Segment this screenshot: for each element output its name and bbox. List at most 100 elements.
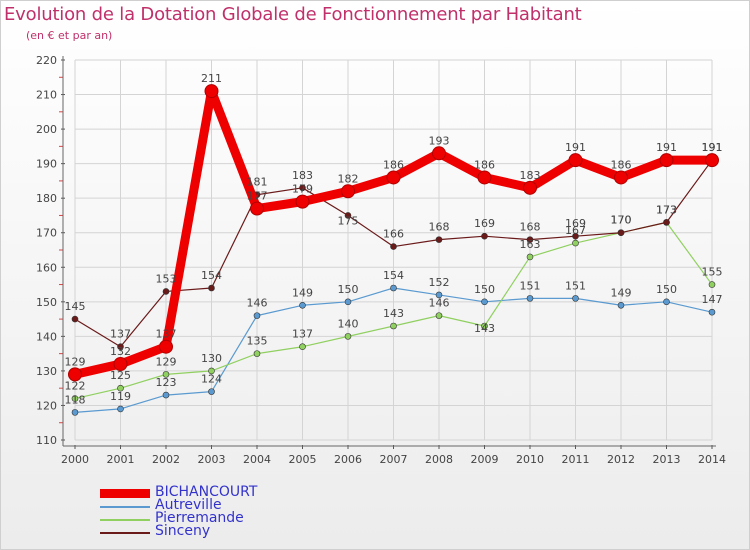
data-label-bichancourt: 191 [702,141,723,154]
data-point-bichancourt [705,153,719,168]
data-point-pierremande [117,384,124,392]
data-point-autreville [390,284,397,292]
chart-subtitle: (en € et par an) [26,29,113,42]
chart-title: Evolution de la Dotation Globale de Fonc… [4,4,582,25]
data-label-pierremande: 167 [565,224,586,237]
data-point-sinceny [435,236,443,243]
data-label-pierremande: 143 [474,322,495,335]
x-tick-label: 2005 [289,453,317,466]
data-label-pierremande: 122 [65,380,86,393]
y-tick-label: 110 [36,434,57,447]
data-point-autreville [435,291,443,299]
data-label-pierremande: 163 [520,238,541,251]
data-label-sinceny: 168 [520,221,541,234]
data-point-pierremande [572,239,579,247]
data-label-bichancourt: 177 [247,190,268,203]
x-tick-label: 2002 [152,453,180,466]
data-label-sinceny: 169 [474,217,495,230]
data-point-bichancourt [432,146,446,161]
data-point-sinceny [299,184,306,192]
data-point-bichancourt [386,170,401,185]
data-point-pierremande [71,395,79,402]
legend-swatch [100,532,150,534]
data-point-pierremande [162,371,170,378]
data-label-pierremande: 135 [247,335,268,348]
data-point-sinceny [572,232,579,240]
data-point-sinceny [344,212,352,219]
data-point-sinceny [481,232,488,240]
y-tick-label: 120 [36,399,57,412]
y-tick-label: 200 [36,123,57,136]
data-label-autreville: 119 [110,390,131,403]
x-tick-label: 2006 [334,453,362,466]
data-labels: 129 132 137 211 177 179 182 186 193 186 183 191 186 1… [65,72,723,406]
data-label-sinceny: 183 [292,169,313,182]
data-point-pierremande [344,333,352,340]
data-label-pierremande: 140 [338,317,359,330]
data-label-bichancourt: 137 [156,328,177,341]
data-point-autreville [253,312,261,319]
data-point-sinceny [617,229,625,237]
data-label-autreville: 154 [383,269,404,282]
x-tick-label: 2012 [607,453,635,466]
data-label-bichancourt: 132 [110,345,131,358]
data-label-pierremande: 125 [110,369,131,382]
data-point-pierremande [208,367,215,375]
data-point-sinceny [71,315,79,323]
x-tick-label: 2011 [562,453,590,466]
data-label-autreville: 146 [247,297,268,310]
data-label-pierremande: 173 [656,203,677,216]
data-point-bichancourt [659,153,674,168]
data-label-bichancourt: 183 [520,169,541,182]
data-point-bichancourt [614,170,628,185]
data-point-bichancourt [477,170,492,185]
data-label-sinceny: 153 [156,272,177,285]
x-tick-label: 2008 [425,453,453,466]
legend-swatch [100,519,150,521]
data-point-pierremande [390,322,397,330]
data-label-pierremande: 155 [702,266,723,279]
data-label-autreville: 150 [474,283,495,296]
data-label-pierremande: 170 [611,214,632,227]
data-point-autreville [617,301,625,309]
data-label-bichancourt: 179 [292,183,313,196]
x-tick-label: 2010 [516,453,544,466]
y-tick-label: 170 [36,227,57,240]
data-label-pierremande: 146 [429,297,450,310]
data-point-pierremande [481,322,488,330]
data-point-sinceny [663,219,670,226]
data-point-autreville [663,298,670,306]
legend-label: Sinceny [155,523,211,539]
data-label-sinceny: 170 [611,214,632,227]
y-tick-label: 150 [36,296,57,309]
data-point-bichancourt [204,84,219,99]
data-label-autreville: 151 [565,279,586,292]
data-point-pierremande [526,253,534,261]
x-tick-label: 2007 [380,453,408,466]
data-point-pierremande [253,350,261,357]
data-point-autreville [162,391,170,399]
data-label-autreville: 149 [292,286,313,299]
legend-label: Autreville [155,497,222,513]
data-label-sinceny: 154 [201,269,222,282]
data-point-autreville [208,388,215,395]
data-point-autreville [117,405,124,413]
data-label-bichancourt: 182 [338,172,359,185]
data-point-pierremande [435,312,443,319]
data-point-bichancourt [341,184,355,199]
data-label-sinceny: 166 [383,228,404,241]
data-label-sinceny: 145 [65,300,86,313]
data-point-bichancourt [68,367,82,382]
data-point-autreville [708,308,716,316]
axes: 110 120 130 140 150 160 170 180 190 200 210 220 2000… [36,54,726,466]
data-point-autreville [526,295,534,302]
data-point-bichancourt [250,201,264,216]
data-point-sinceny [208,284,215,292]
x-tick-label: 2013 [653,453,681,466]
x-tick-label: 2014 [698,453,726,466]
data-label-bichancourt: 186 [474,158,495,171]
data-label-pierremande: 129 [156,355,177,368]
data-label-sinceny: 137 [110,328,131,341]
data-point-pierremande [299,343,306,351]
